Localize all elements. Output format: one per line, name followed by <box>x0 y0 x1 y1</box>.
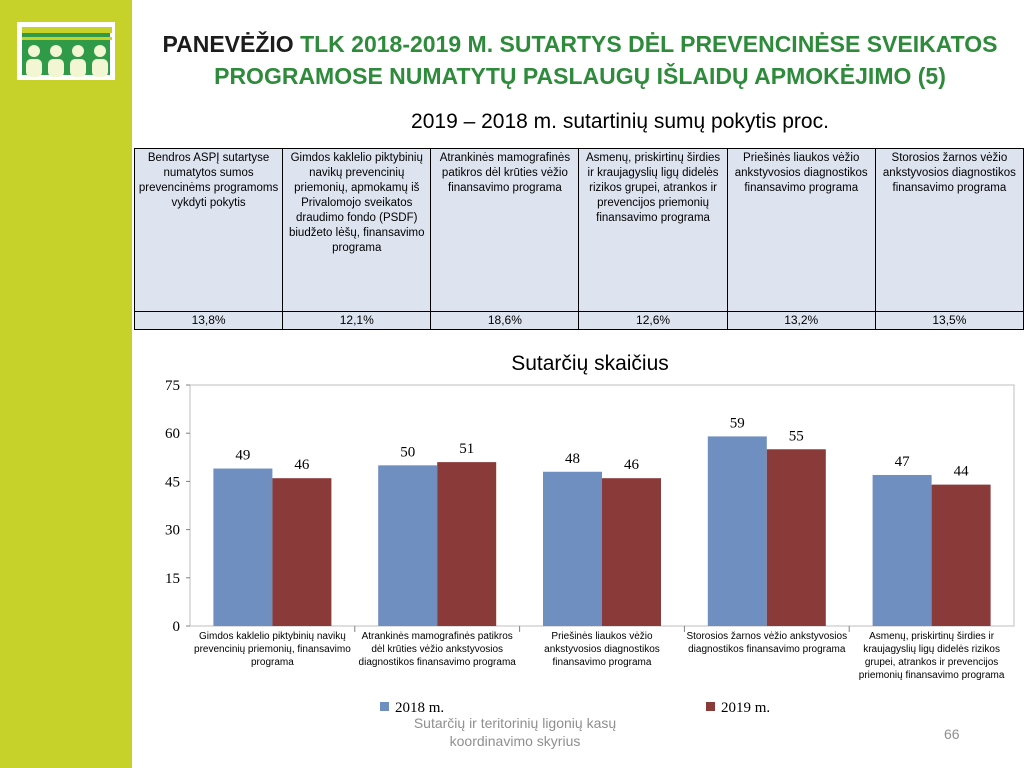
table-subtitle: 2019 – 2018 m. sutartinių sumų pokytis p… <box>411 110 829 133</box>
table-value-cell: 18,6% <box>430 311 580 330</box>
table-value-cell: 13,2% <box>726 311 876 330</box>
legend-item-2019: 2019 m. <box>706 700 770 717</box>
table-header-cell: Gimdos kaklelio piktybinių navikų preven… <box>282 148 432 312</box>
table-header-row: Bendros ASPĮ sutartyse numatytos sumos p… <box>133 148 1024 312</box>
bar-chart: 0 15 30 45 60 75 49 46 Gimdos kaklelio piktybini… <box>165 378 1015 681</box>
title-dark-part: PANEVĖŽIO <box>162 31 294 57</box>
x-category-label-box: Gimdos kaklelio piktybinių navikų preven… <box>194 631 351 668</box>
y-tick-label: 75 <box>165 378 180 394</box>
y-tick-label: 60 <box>165 426 180 442</box>
bar-2018 <box>872 474 932 626</box>
data-label: 48 <box>565 451 580 467</box>
data-label: 46 <box>624 457 640 473</box>
legend-label-2019: 2019 m. <box>721 700 771 716</box>
bar-2019 <box>437 462 497 626</box>
data-label: 44 <box>954 464 970 480</box>
data-label: 47 <box>895 454 911 470</box>
table-value-cell: 13,8% <box>133 311 284 330</box>
left-sidebar-bar <box>0 0 132 768</box>
bar-2018 <box>543 471 602 626</box>
bar-2018 <box>707 436 767 626</box>
table-value-cell: 12,6% <box>578 311 728 330</box>
y-tick-label: 15 <box>165 571 180 587</box>
y-tick-label: 0 <box>173 619 181 635</box>
x-category-label-box: Asmenų, priskirtinų širdies ir kraujagys… <box>858 631 1005 681</box>
data-label: 51 <box>459 441 474 457</box>
x-category-label-box: Priešinės liaukos vėžio ankstyvosios dia… <box>544 631 660 668</box>
logo <box>17 22 115 80</box>
data-label: 59 <box>730 415 745 431</box>
table-value-cell: 12,1% <box>282 311 432 330</box>
data-label: 46 <box>294 457 310 473</box>
page-number: 66 <box>944 726 960 742</box>
bar-2019 <box>931 484 991 626</box>
bar-2019 <box>272 478 332 626</box>
bar-2018 <box>213 468 273 626</box>
bar-2018 <box>378 465 438 626</box>
table-header-cell: Storosios žarnos vėžio ankstyvosios diag… <box>874 148 1024 312</box>
bar-2019 <box>602 478 661 626</box>
y-tick-label: 45 <box>165 474 180 490</box>
data-label: 55 <box>789 428 804 444</box>
title-green-part: TLK 2018-2019 M. SUTARTYS DĖL PREVENCINĖ… <box>214 31 998 89</box>
table-header-cell: Priešinės liaukos vėžio ankstyvosios dia… <box>726 148 876 312</box>
chart-title: Sutarčių skaičius <box>511 352 669 375</box>
legend-swatch-2018 <box>380 702 389 711</box>
x-category-label: Gimdos kaklelio piktybinių navikų preven… <box>194 631 351 668</box>
table-header-cell: Atrankinės mamografinės patikros dėl krū… <box>430 148 580 312</box>
x-category-label: Asmenų, priskirtinų širdies ir kraujagys… <box>858 631 1005 681</box>
legend-swatch-2019 <box>706 702 715 711</box>
table-value-cell: 13,5% <box>874 311 1024 330</box>
legend-label-2018: 2018 m. <box>395 700 445 716</box>
table-header-cell: Bendros ASPĮ sutartyse numatytos sumos p… <box>133 148 284 312</box>
table-header-cell: Asmenų, priskirtinų širdies ir kraujagys… <box>578 148 728 312</box>
x-category-label: Storosios žarnos vėžio ankstyvosios diag… <box>686 631 848 655</box>
x-category-label: Atrankinės mamografinės patikros dėl krū… <box>358 631 516 668</box>
slide-title: PANEVĖŽIO TLK 2018-2019 M. SUTARTYS DĖL … <box>140 28 1020 92</box>
legend-item-2018: 2018 m. <box>380 700 444 717</box>
x-category-label-box: Atrankinės mamografinės patikros dėl krū… <box>358 631 516 668</box>
data-label: 50 <box>400 444 415 460</box>
x-category-label: Priešinės liaukos vėžio ankstyvosios dia… <box>544 631 660 668</box>
bar-2019 <box>766 449 826 626</box>
y-tick-label: 30 <box>165 523 180 539</box>
footer-text: Sutarčių ir teritorinių ligonių kasų koo… <box>413 715 617 749</box>
percent-change-table: Bendros ASPĮ sutartyse numatytos sumos p… <box>133 148 1024 330</box>
logo-people-icon <box>22 27 112 77</box>
table-value-row: 13,8% 12,1% 18,6% 12,6% 13,2% 13,5% <box>133 311 1024 330</box>
data-label: 49 <box>235 448 250 464</box>
x-category-label-box: Storosios žarnos vėžio ankstyvosios diag… <box>686 631 848 655</box>
